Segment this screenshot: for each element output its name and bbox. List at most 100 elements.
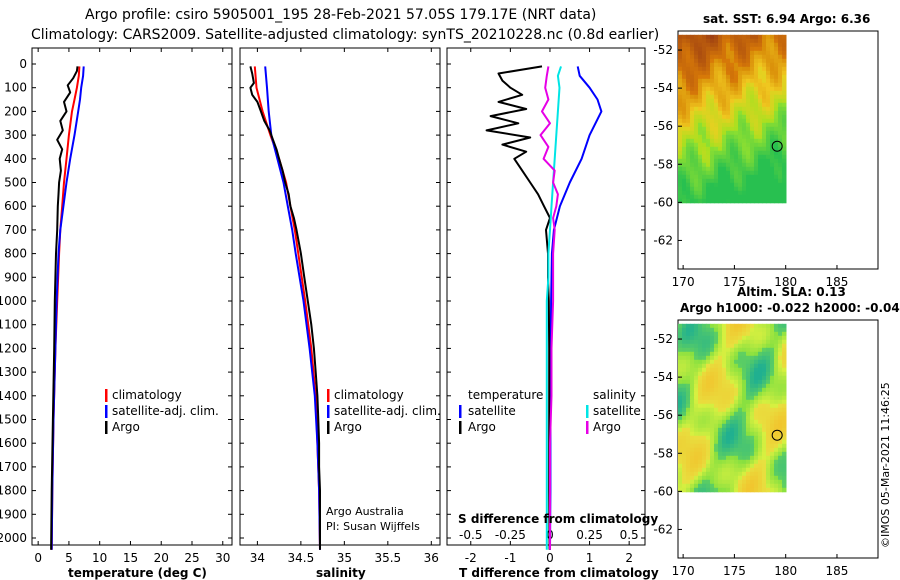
map-cell <box>698 351 703 357</box>
map-cell <box>734 66 739 72</box>
map-cell <box>682 182 687 188</box>
map-cell <box>686 82 691 88</box>
map-cell <box>694 98 699 104</box>
map-cell <box>710 423 715 429</box>
map-cell <box>718 142 723 148</box>
map-cell <box>750 399 755 405</box>
series-line-satellite-adj-clim- <box>264 66 321 550</box>
map-cell <box>710 339 715 345</box>
map-cell <box>778 190 783 196</box>
map-cell <box>706 170 711 176</box>
map-cell <box>722 435 727 441</box>
map-cell <box>710 130 715 136</box>
map-cell <box>750 74 755 80</box>
map-cell <box>754 142 759 148</box>
map-cell <box>742 431 747 437</box>
map-cell <box>690 487 695 493</box>
map-cell <box>686 327 691 333</box>
map-cell <box>706 66 711 72</box>
map-cell <box>694 331 699 337</box>
map-cell <box>690 114 695 120</box>
map-cell <box>702 427 707 433</box>
map-cell <box>682 46 687 52</box>
map-cell <box>714 395 719 401</box>
map-cell <box>778 66 783 72</box>
map-cell <box>714 142 719 148</box>
map-cell <box>758 46 763 52</box>
map-cell <box>770 66 775 72</box>
map-cell <box>774 383 779 389</box>
map-cell <box>734 146 739 152</box>
map-cell <box>734 174 739 180</box>
map-cell <box>738 355 743 361</box>
map-cell <box>770 367 775 373</box>
map-cell <box>690 395 695 401</box>
map-cell <box>758 134 763 140</box>
map-cell <box>686 186 691 192</box>
map-cell <box>778 475 783 481</box>
map-cell <box>754 431 759 437</box>
map-cell <box>722 154 727 160</box>
map-cell <box>718 126 723 132</box>
map-cell <box>710 343 715 349</box>
map-cell <box>754 126 759 132</box>
map-cell <box>734 138 739 144</box>
map-cell <box>778 383 783 389</box>
map-cell <box>762 78 767 84</box>
map-cell <box>762 138 767 144</box>
map-cell <box>742 122 747 128</box>
map-cell <box>710 391 715 397</box>
map-cell <box>702 62 707 68</box>
map-cell <box>682 439 687 445</box>
map-cell <box>746 375 751 381</box>
map-cell <box>758 74 763 80</box>
map-cell <box>714 379 719 385</box>
map-cell <box>694 343 699 349</box>
map-cell <box>774 50 779 56</box>
map-cell <box>766 467 771 473</box>
x-top-tick-label: 0.5 <box>620 528 639 542</box>
map-cell <box>690 427 695 433</box>
map-cell <box>698 182 703 188</box>
map-cell <box>686 391 691 397</box>
map-cell <box>694 379 699 385</box>
map-cell <box>702 138 707 144</box>
map-cell <box>738 403 743 409</box>
map-cell <box>774 395 779 401</box>
map-cell <box>782 419 787 425</box>
map-cell <box>750 178 755 184</box>
map-cell <box>766 367 771 373</box>
map-cell <box>738 483 743 489</box>
map-cell <box>678 379 683 385</box>
map-cell <box>734 54 739 60</box>
map-cell <box>706 447 711 453</box>
map-cell <box>710 451 715 457</box>
map-cell <box>710 154 715 160</box>
map-cell <box>730 70 735 76</box>
map-cell <box>738 194 743 200</box>
map-cell <box>702 50 707 56</box>
map-cell <box>710 483 715 489</box>
map-y-tick-label: -60 <box>653 484 673 498</box>
map-cell <box>782 323 787 329</box>
depth-tick-label: 1100 <box>0 318 27 332</box>
map-cell <box>678 198 683 204</box>
map-cell <box>694 34 699 40</box>
map-cell <box>698 463 703 469</box>
legend-argo-swatch <box>105 421 108 434</box>
map-cell <box>766 90 771 96</box>
map-cell <box>686 142 691 148</box>
map-cell <box>738 90 743 96</box>
map-cell <box>690 62 695 68</box>
map-cell <box>698 447 703 453</box>
map-cell <box>726 50 731 56</box>
map-cell <box>766 399 771 405</box>
map-cell <box>750 371 755 377</box>
map-cell <box>774 359 779 365</box>
map-cell <box>738 335 743 341</box>
map-cell <box>762 331 767 337</box>
map-cell <box>758 162 763 168</box>
map-cell <box>698 58 703 64</box>
map-cell <box>710 114 715 120</box>
map-cell <box>726 170 731 176</box>
